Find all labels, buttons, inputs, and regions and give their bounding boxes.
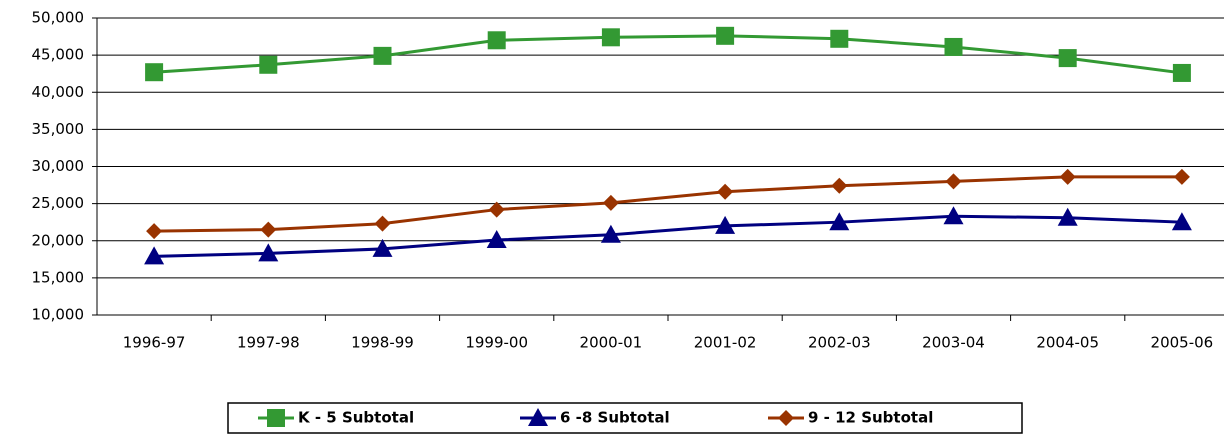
marker (945, 173, 962, 190)
marker (778, 410, 794, 426)
marker (487, 31, 506, 50)
marker (715, 215, 736, 234)
x-tick-label: 2000-01 (580, 334, 643, 352)
y-tick-label: 20,000 (32, 231, 85, 249)
legend: K - 5 Subtotal 6 -8 Subtotal 9 - 12 Subtot… (227, 402, 1023, 434)
y-tick-label: 40,000 (32, 83, 85, 101)
marker (267, 409, 285, 427)
x-tick-label: 2005-06 (1151, 334, 1214, 352)
marker (1059, 168, 1076, 185)
marker (831, 177, 848, 194)
marker (486, 230, 507, 249)
marker (260, 221, 277, 238)
series-line (154, 214, 1182, 258)
marker (374, 215, 391, 232)
marker (146, 223, 163, 240)
marker (600, 224, 621, 243)
marker (717, 183, 734, 200)
x-tick-label: 2001-02 (694, 334, 757, 352)
marker (145, 63, 164, 82)
y-tick-label: 25,000 (32, 194, 85, 212)
marker (601, 28, 620, 47)
marker (528, 408, 548, 426)
marker (943, 206, 964, 225)
legend-box (227, 402, 1023, 434)
series-line (154, 175, 1182, 233)
marker (829, 212, 850, 231)
x-tick-label: 1999-00 (465, 334, 528, 352)
marker (372, 238, 393, 257)
marker (258, 243, 279, 262)
marker (716, 26, 735, 45)
x-tick-label: 2003-04 (922, 334, 985, 352)
y-tick-label: 50,000 (32, 9, 85, 27)
x-tick-label: 1997-98 (237, 334, 300, 352)
legend-label: 9 - 12 Subtotal (808, 409, 933, 427)
marker (1057, 207, 1078, 226)
marker (602, 194, 619, 211)
legend-label: 6 -8 Subtotal (560, 409, 670, 427)
x-tick-label: 1996-97 (123, 334, 186, 352)
x-tick-label: 1998-99 (351, 334, 414, 352)
marker (373, 46, 392, 65)
y-tick-label: 45,000 (32, 46, 85, 64)
marker (1171, 212, 1192, 231)
legend-label: K - 5 Subtotal (298, 409, 414, 427)
marker (1172, 63, 1191, 82)
y-tick-label: 30,000 (32, 157, 85, 175)
marker (944, 37, 963, 56)
x-tick-label: 2002-03 (808, 334, 871, 352)
y-tick-label: 35,000 (32, 120, 85, 138)
marker (259, 55, 278, 74)
marker (488, 201, 505, 218)
series-line (154, 34, 1183, 75)
marker (1173, 168, 1190, 185)
marker (1058, 49, 1077, 68)
x-tick-label: 2004-05 (1036, 334, 1099, 352)
y-tick-label: 10,000 (32, 306, 85, 324)
marker (830, 29, 849, 48)
y-tick-label: 15,000 (32, 268, 85, 286)
marker (144, 246, 165, 265)
